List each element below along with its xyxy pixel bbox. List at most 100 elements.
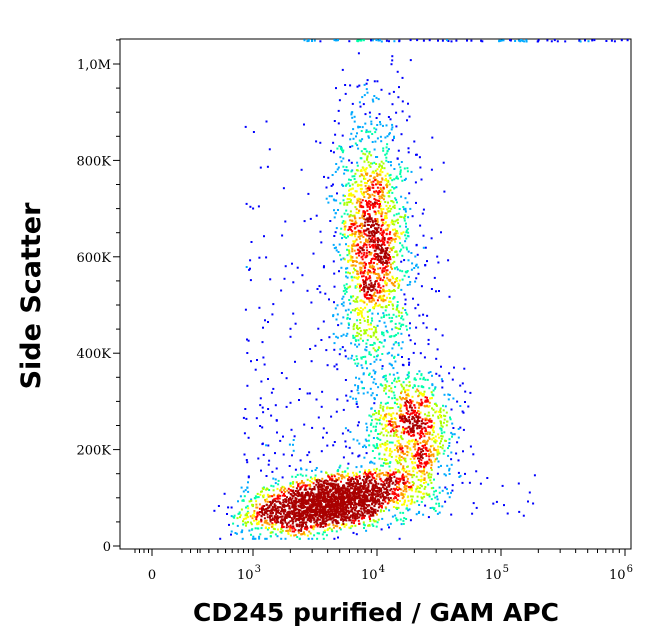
event-dot xyxy=(319,516,322,519)
event-dot xyxy=(394,237,397,240)
event-dot xyxy=(279,489,282,492)
event-dot xyxy=(388,498,391,501)
event-dot xyxy=(343,212,346,215)
event-dot xyxy=(424,442,427,445)
event-dot xyxy=(388,223,391,226)
event-dot xyxy=(331,479,334,482)
event-dot xyxy=(429,445,432,448)
event-dot xyxy=(319,291,322,294)
event-dot xyxy=(289,401,292,404)
event-dot xyxy=(355,190,358,193)
event-dot xyxy=(364,306,367,309)
event-dot xyxy=(427,338,430,341)
event-dot xyxy=(359,321,362,324)
event-dot xyxy=(375,128,378,131)
event-dot xyxy=(377,285,380,288)
event-dot xyxy=(364,184,367,187)
event-dot xyxy=(316,485,319,488)
event-dot xyxy=(347,482,350,485)
event-dot xyxy=(371,141,374,143)
event-dot xyxy=(384,458,387,460)
event-dot xyxy=(402,495,405,498)
event-dot xyxy=(373,171,376,174)
event-dot xyxy=(386,474,389,477)
event-dot xyxy=(302,512,305,515)
event-dot xyxy=(397,470,400,473)
event-dot xyxy=(349,527,352,530)
event-dot xyxy=(379,135,382,138)
event-dot xyxy=(426,260,428,263)
event-dot xyxy=(352,295,355,298)
event-dot xyxy=(274,500,277,502)
event-dot xyxy=(295,497,298,500)
event-dot xyxy=(417,449,420,452)
event-dot xyxy=(292,439,295,441)
event-dot xyxy=(434,441,437,444)
event-dot xyxy=(404,214,407,217)
event-dot xyxy=(363,475,365,478)
event-dot xyxy=(347,308,350,311)
event-dot xyxy=(344,470,347,473)
event-dot xyxy=(236,517,239,520)
event-dot xyxy=(372,239,375,242)
event-dot xyxy=(345,394,348,397)
event-dot xyxy=(355,472,358,475)
event-dot xyxy=(246,352,249,354)
event-dot xyxy=(495,500,498,503)
event-dot xyxy=(401,417,404,420)
event-dot xyxy=(457,436,460,439)
event-dot xyxy=(313,514,315,516)
event-dot xyxy=(305,528,308,531)
event-dot xyxy=(360,206,363,209)
event-dot xyxy=(266,507,269,510)
event-dot xyxy=(365,229,368,232)
event-dot xyxy=(336,525,339,528)
event-dot xyxy=(324,522,327,525)
event-dot xyxy=(342,523,345,525)
event-dot xyxy=(297,529,300,532)
event-dot xyxy=(370,284,373,287)
event-dot xyxy=(320,486,323,489)
event-dot xyxy=(386,192,389,194)
event-dot xyxy=(384,497,387,500)
event-dot xyxy=(383,167,386,170)
event-dot xyxy=(449,416,451,419)
event-dot xyxy=(403,293,406,296)
event-dot xyxy=(380,195,383,198)
event-dot xyxy=(421,472,424,475)
event-dot xyxy=(377,518,380,521)
event-dot xyxy=(359,39,362,42)
event-dot xyxy=(372,241,375,244)
event-dot xyxy=(359,319,362,321)
event-dot xyxy=(419,377,422,380)
event-dot xyxy=(283,505,286,508)
event-dot xyxy=(409,327,411,330)
event-dot xyxy=(249,279,252,282)
event-dot xyxy=(362,272,365,275)
event-dot xyxy=(310,360,313,363)
event-dot xyxy=(374,222,377,225)
event-dot xyxy=(379,438,382,441)
event-dot xyxy=(396,201,398,204)
event-dot xyxy=(441,334,444,337)
event-dot xyxy=(377,412,380,415)
event-dot xyxy=(364,286,367,289)
event-dot xyxy=(259,404,262,407)
event-dot xyxy=(328,527,331,530)
event-dot xyxy=(336,516,339,519)
event-dot xyxy=(371,450,374,452)
event-dot xyxy=(388,279,391,282)
event-dot xyxy=(397,212,400,215)
event-dot xyxy=(348,518,351,520)
event-dot xyxy=(364,478,367,481)
event-dot xyxy=(320,405,323,408)
event-dot xyxy=(398,314,401,317)
event-dot xyxy=(428,414,431,417)
event-dot xyxy=(351,354,354,357)
event-dot xyxy=(334,480,337,483)
event-dot xyxy=(395,455,398,458)
event-dot xyxy=(324,488,327,491)
event-dot xyxy=(354,142,357,145)
event-dot xyxy=(440,416,443,419)
event-dot xyxy=(420,285,423,288)
